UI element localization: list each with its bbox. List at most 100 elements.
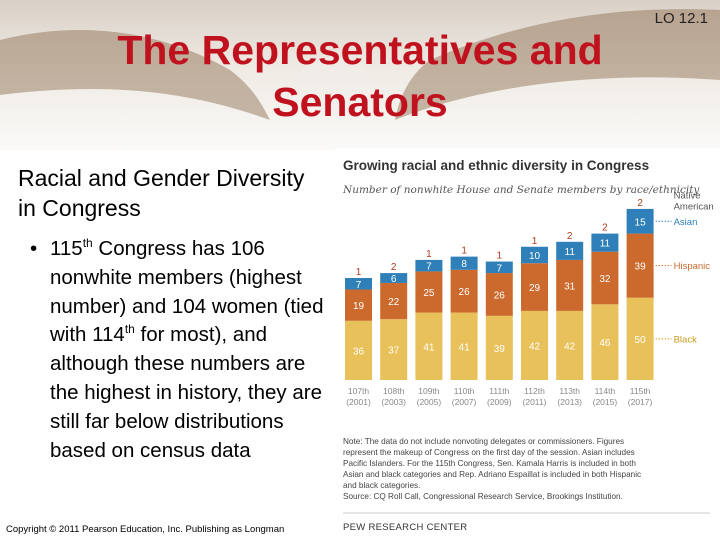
legend-native-line2: American bbox=[674, 201, 714, 212]
x-tick-year-5: (2011) bbox=[523, 397, 547, 407]
bar-black-2 bbox=[415, 312, 443, 380]
note-line-3: Asian and black categories and Rep. Adri… bbox=[343, 470, 641, 479]
x-tick-year-8: (2017) bbox=[628, 397, 653, 407]
x-tick-year-7: (2015) bbox=[593, 397, 618, 407]
bar-label-hispanic-1: 22 bbox=[388, 297, 400, 308]
bar-asian-2 bbox=[415, 259, 443, 272]
x-tick-year-6: (2013) bbox=[557, 397, 582, 407]
bar-label-asian-4: 7 bbox=[497, 263, 503, 274]
legend-native-line1: Native bbox=[674, 190, 701, 201]
bar-label-asian-1: 6 bbox=[391, 274, 397, 285]
bar-asian-7 bbox=[591, 233, 619, 252]
stacked-bar-chart: Growing racial and ethnic diversity in C… bbox=[342, 158, 714, 533]
eagle-wing-left bbox=[0, 30, 270, 120]
bar-hispanic-7 bbox=[591, 251, 619, 305]
x-tick-congress-8: 115th bbox=[630, 386, 651, 396]
x-tick-year-1: (2003) bbox=[381, 397, 406, 407]
bar-black-1 bbox=[380, 319, 408, 380]
x-tick-congress-2: 109th bbox=[418, 386, 440, 396]
bar-hispanic-4 bbox=[485, 273, 513, 316]
bar-hispanic-6 bbox=[556, 259, 584, 311]
x-tick-year-2: (2005) bbox=[417, 397, 442, 407]
bar-label-asian-2: 7 bbox=[426, 262, 432, 273]
bar-hispanic-2 bbox=[415, 271, 443, 313]
chart-title: Growing racial and ethnic diversity in C… bbox=[343, 158, 649, 173]
x-tick-congress-0: 107th bbox=[348, 386, 370, 396]
bar-label-native-3: 1 bbox=[461, 246, 467, 257]
x-tick-congress-5: 112th bbox=[524, 386, 545, 396]
chart-notes: Note: The data do not include nonvoting … bbox=[343, 437, 641, 501]
bullet-text-part3: for most), and although these numbers ar… bbox=[50, 323, 322, 462]
bar-asian-6 bbox=[556, 241, 584, 260]
bar-hispanic-1 bbox=[380, 282, 408, 320]
header-background bbox=[0, 0, 720, 150]
bar-label-native-5: 1 bbox=[532, 236, 538, 247]
bar-label-hispanic-8: 39 bbox=[635, 262, 647, 273]
learning-objective-label: LO 12.1 bbox=[654, 10, 708, 27]
note-line-4: and black categories. bbox=[343, 481, 420, 490]
legend-black: Black bbox=[674, 334, 697, 345]
bar-label-black-6: 42 bbox=[564, 341, 576, 352]
x-tick-congress-3: 110th bbox=[454, 386, 475, 396]
bar-label-hispanic-7: 32 bbox=[599, 274, 611, 285]
bar-label-asian-0: 7 bbox=[356, 280, 362, 291]
bar-hispanic-8 bbox=[626, 233, 654, 298]
copyright-footer: Copyright © 2011 Pearson Education, Inc.… bbox=[6, 524, 285, 535]
note-line-0: Note: The data do not include nonvoting … bbox=[343, 437, 624, 446]
bar-label-hispanic-2: 25 bbox=[423, 288, 435, 299]
bar-hispanic-3 bbox=[450, 269, 478, 313]
bullet-text-part1: 115 bbox=[50, 237, 83, 260]
bar-label-native-2: 1 bbox=[426, 249, 432, 260]
eagle-head bbox=[295, 57, 375, 113]
bar-label-hispanic-5: 29 bbox=[529, 283, 541, 294]
bar-black-4 bbox=[485, 315, 513, 380]
x-tick-congress-1: 108th bbox=[383, 386, 405, 396]
bar-label-black-1: 37 bbox=[388, 346, 400, 357]
bullet-text: 115th Congress has 106 nonwhite members … bbox=[50, 235, 325, 465]
bar-black-5 bbox=[521, 310, 548, 380]
diversity-chart: Growing racial and ethnic diversity in C… bbox=[335, 148, 720, 540]
note-line-2: Pacific Islanders. For the 115th Congres… bbox=[343, 459, 636, 468]
bar-label-native-7: 2 bbox=[602, 223, 608, 234]
bar-label-black-4: 39 bbox=[494, 344, 506, 355]
bar-asian-3 bbox=[450, 256, 478, 270]
x-tick-year-0: (2001) bbox=[346, 397, 371, 407]
bar-black-6 bbox=[556, 310, 584, 380]
bar-black-7 bbox=[591, 304, 619, 380]
bars-group: 3619713722624125714126813926714229101423… bbox=[345, 198, 654, 380]
bar-label-black-0: 36 bbox=[353, 346, 365, 357]
bar-label-black-7: 46 bbox=[599, 338, 611, 349]
x-tick-year-4: (2009) bbox=[487, 397, 512, 407]
bar-label-native-8: 2 bbox=[637, 198, 643, 209]
bar-label-native-1: 2 bbox=[391, 262, 397, 273]
bar-label-asian-5: 10 bbox=[529, 251, 541, 262]
slide-title: The Representatives and Senators bbox=[117, 27, 603, 125]
bar-label-black-2: 41 bbox=[423, 342, 435, 353]
bar-label-hispanic-4: 26 bbox=[494, 290, 506, 301]
bullet-text-part2: Congress has 106 nonwhite members (highe… bbox=[50, 237, 324, 347]
bar-asian-4 bbox=[485, 261, 513, 274]
note-line-1: represent the makeup of Congress on the … bbox=[343, 448, 635, 457]
x-tick-year-3: (2007) bbox=[452, 397, 477, 407]
bullet-glyph: • bbox=[30, 237, 38, 260]
chart-subtitle: Number of nonwhite House and Senate memb… bbox=[342, 184, 700, 196]
legend-hispanic: Hispanic bbox=[674, 261, 711, 272]
bar-label-asian-6: 11 bbox=[565, 247, 576, 258]
x-axis-labels: 107th(2001)108th(2003)109th(2005)110th(2… bbox=[346, 386, 652, 407]
pew-branding: PEW RESEARCH CENTER bbox=[343, 522, 467, 533]
bar-label-native-0: 1 bbox=[356, 267, 362, 278]
bar-label-black-8: 50 bbox=[635, 335, 647, 346]
bar-label-native-4: 1 bbox=[497, 251, 503, 262]
x-tick-congress-7: 114th bbox=[595, 386, 616, 396]
bar-label-black-3: 41 bbox=[459, 342, 471, 353]
bar-black-0 bbox=[345, 320, 372, 380]
bar-label-asian-3: 8 bbox=[461, 259, 467, 270]
bar-label-hispanic-0: 19 bbox=[353, 301, 365, 312]
source-line: Source: CQ Roll Call, Congressional Rese… bbox=[343, 492, 623, 501]
bar-black-3 bbox=[450, 312, 478, 380]
x-tick-congress-4: 111th bbox=[489, 386, 509, 396]
bar-label-hispanic-6: 31 bbox=[564, 281, 576, 292]
bar-label-hispanic-3: 26 bbox=[459, 287, 471, 298]
x-tick-congress-6: 113th bbox=[559, 386, 580, 396]
